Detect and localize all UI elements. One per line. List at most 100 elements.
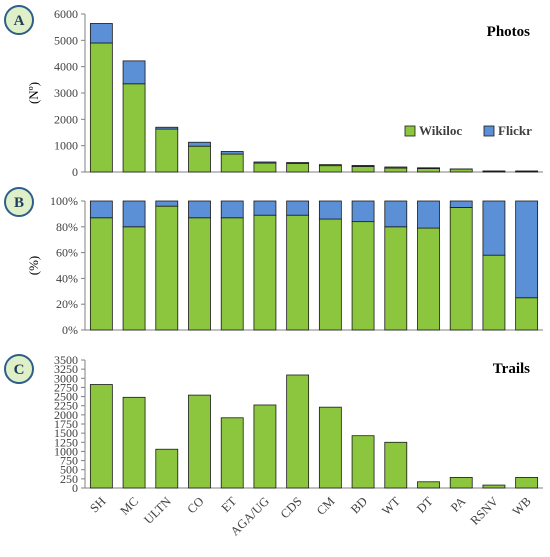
bar-wikiloc-wt — [384, 167, 408, 173]
bar-wikiloc-mc — [122, 83, 146, 173]
panel-badge — [4, 5, 34, 35]
y-tick-label: 3000 — [54, 371, 78, 385]
bar-wikiloc-rsnv — [482, 254, 506, 331]
bar-wikiloc-pa — [449, 168, 473, 173]
bar-flickr-cm — [318, 200, 342, 220]
x-tick-label-mc: MC — [118, 494, 142, 518]
bar-wikiloc-bd — [351, 435, 375, 489]
bar-wikiloc-pa — [449, 207, 473, 331]
y-tick-label: 1500 — [54, 426, 78, 440]
bar-flickr-rsnv — [482, 200, 506, 256]
bar-flickr-wb — [515, 200, 539, 299]
y-axis-label: (%) — [26, 256, 41, 276]
panel-badge-label: B — [14, 195, 24, 211]
bar-wikiloc-sh — [89, 217, 113, 331]
legend-label-flickr: Flickr — [498, 123, 532, 138]
bar-wikiloc-cm — [318, 406, 342, 489]
y-tick-label: 2750 — [54, 380, 78, 394]
bar-wikiloc-cm — [318, 218, 342, 331]
panel-title: Photos — [487, 24, 531, 40]
bar-wikiloc-cds — [286, 374, 310, 489]
x-tick-label-wb: WB — [510, 494, 534, 518]
y-tick-label: 3000 — [54, 86, 78, 100]
bar-wikiloc-ultn — [155, 128, 179, 173]
bar-flickr-cm — [318, 164, 342, 167]
bar-wikiloc-dt — [417, 227, 440, 331]
bar-wikiloc-pa — [449, 476, 473, 489]
x-tick-label-pa: PA — [448, 494, 468, 514]
bar-wikiloc-cds — [286, 214, 310, 331]
bar-wikiloc-mc — [122, 226, 146, 331]
bar-flickr-dt — [417, 200, 440, 229]
x-tick-label-sh: SH — [87, 494, 108, 515]
bar-flickr-cds — [286, 200, 310, 216]
bar-wikiloc-wt — [384, 441, 408, 489]
x-tick-label-dt: DT — [414, 494, 436, 516]
bar-flickr-co — [188, 141, 211, 147]
y-tick-label: 1250 — [54, 435, 78, 449]
bar-wikiloc-ultn — [155, 205, 179, 331]
bar-wikiloc-cds — [286, 163, 310, 173]
y-tick-label: 2500 — [54, 390, 78, 404]
bar-wikiloc-bd — [351, 166, 375, 173]
bar-flickr-ultn — [155, 200, 179, 207]
bar-flickr-wt — [384, 166, 408, 169]
y-tick-label: 750 — [60, 454, 78, 468]
bar-wikiloc-aga-ug — [253, 162, 277, 173]
panel-badge-label: A — [14, 13, 25, 29]
bar-flickr-et — [220, 200, 244, 219]
bar-flickr-wt — [384, 200, 408, 228]
bar-wikiloc-bd — [351, 221, 375, 331]
panel-c: 0250500750100012501500175020002250250027… — [4, 353, 543, 495]
y-tick-label: 3250 — [54, 362, 78, 376]
bar-flickr-bd — [351, 165, 375, 167]
y-tick-label: 0 — [72, 481, 78, 495]
panel-b: 0% 20% 40% 60% 80% 100% (%) B — [4, 187, 543, 337]
y-tick-label: 2000 — [54, 112, 78, 126]
x-tick-label-cm: CM — [314, 494, 338, 518]
panel-badge-label: C — [14, 362, 25, 378]
y-tick-label: 2000 — [54, 408, 78, 422]
legend: Wikiloc Flickr — [404, 123, 532, 138]
bar-flickr-aga-ug — [253, 161, 277, 164]
bar-flickr-bd — [351, 200, 375, 223]
y-tick-label: 3500 — [54, 353, 78, 367]
bar-wikiloc-wb — [515, 297, 539, 331]
bar-wikiloc-et — [220, 417, 244, 489]
y-tick-label: 2250 — [54, 399, 78, 413]
y-tick-label: 20% — [56, 297, 78, 311]
y-tick-label: 250 — [60, 472, 78, 486]
x-tick-label-ultn: ULTN — [141, 494, 174, 527]
bar-flickr-pa — [449, 200, 473, 208]
y-tick-label: 1000 — [54, 139, 78, 153]
bar-wikiloc-co — [188, 394, 211, 489]
y-tick-label: 60% — [56, 246, 78, 260]
bar-flickr-sh — [89, 23, 113, 44]
x-tick-label-wt: WT — [379, 494, 403, 518]
panel-badge — [4, 354, 34, 384]
bar-wikiloc-dt — [417, 481, 440, 489]
y-tick-label: 5000 — [54, 33, 78, 47]
bar-wikiloc-mc — [122, 396, 146, 489]
y-tick-label: 500 — [60, 463, 78, 477]
bar-wikiloc-ultn — [155, 448, 179, 489]
bar-wikiloc-et — [220, 217, 244, 331]
y-tick-label: 0% — [62, 323, 78, 337]
y-tick-label: 1000 — [54, 444, 78, 458]
y-tick-label: 40% — [56, 271, 78, 285]
legend-swatch-wikiloc — [404, 125, 416, 137]
bar-flickr-ultn — [155, 126, 179, 130]
bar-wikiloc-aga-ug — [253, 404, 277, 489]
legend-label-wikiloc: Wikiloc — [419, 123, 462, 138]
panel-a: 0 1000 2000 3000 4000 5000 6000 (Nº) A Photos Wiki… — [4, 5, 543, 179]
bar-wikiloc-co — [188, 145, 211, 173]
panel-badge — [4, 187, 34, 217]
y-tick-label: 4000 — [54, 60, 78, 74]
bar-flickr-co — [188, 200, 211, 219]
bar-wikiloc-aga-ug — [253, 214, 277, 331]
legend-swatch-flickr — [483, 125, 495, 137]
bar-flickr-mc — [122, 200, 146, 228]
bar-wikiloc-wt — [384, 226, 408, 331]
bar-flickr-aga-ug — [253, 200, 277, 216]
